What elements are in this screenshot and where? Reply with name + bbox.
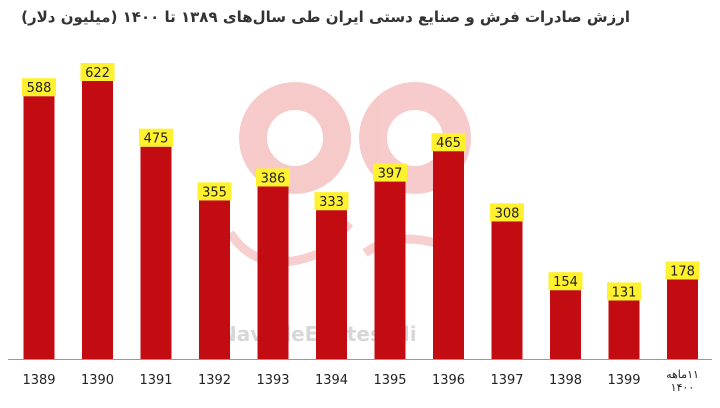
data-label-1: 622 xyxy=(85,66,110,81)
x-tick-label-9: 1398 xyxy=(548,373,583,388)
bar-8 xyxy=(491,221,523,359)
data-label-bg-4 xyxy=(256,168,290,187)
data-label-bg-11 xyxy=(665,261,700,280)
data-label-bg-1 xyxy=(80,62,115,81)
x-tick-label-11: ۱۱ماهه ۱۴۰۰ xyxy=(666,368,699,394)
bar-9 xyxy=(550,290,581,359)
data-label-9: 154 xyxy=(553,275,578,290)
data-label-8: 308 xyxy=(495,206,520,221)
data-label-11: 178 xyxy=(670,264,695,279)
bar-10 xyxy=(608,300,640,359)
bar-5 xyxy=(316,210,347,359)
data-label-bg-10 xyxy=(607,282,641,301)
data-label-bg-2 xyxy=(139,128,173,147)
data-label-5: 333 xyxy=(319,195,344,210)
x-tick-label-7: 1396 xyxy=(431,373,466,388)
data-label-2: 475 xyxy=(144,132,169,147)
chart-title: ارزش صادرات فرش و صنایع دستی ایران طی سا… xyxy=(21,8,630,26)
bar-6 xyxy=(374,181,406,359)
data-label-bg-6 xyxy=(373,163,407,182)
bar-11 xyxy=(667,279,698,359)
x-tick-label-10: 1399 xyxy=(607,373,641,388)
x-tick-label-5: 1394 xyxy=(314,373,349,388)
bar-2 xyxy=(140,146,172,359)
data-label-4: 386 xyxy=(261,171,286,186)
x-tick-label-1: 1390 xyxy=(80,373,115,388)
bar-1 xyxy=(82,80,113,359)
data-label-7: 465 xyxy=(436,136,461,151)
x-tick-label-6: 1395 xyxy=(373,373,407,388)
data-label-0: 588 xyxy=(27,81,52,96)
data-label-bg-8 xyxy=(490,203,524,222)
bar-0 xyxy=(23,96,55,359)
data-label-bg-3 xyxy=(197,182,232,201)
x-tick-label-4: 1393 xyxy=(256,373,290,388)
x-tick-label-0: 1389 xyxy=(22,373,56,388)
data-label-bg-9 xyxy=(548,272,583,291)
bar-4 xyxy=(257,186,289,359)
bar-7 xyxy=(433,151,464,359)
data-label-bg-5 xyxy=(314,192,349,211)
x-tick-label-2: 1391 xyxy=(139,373,173,388)
data-label-bg-0 xyxy=(22,78,56,97)
x-tick-label-3: 1392 xyxy=(197,373,232,388)
x-tick-label-8: 1397 xyxy=(490,373,524,388)
data-label-bg-7 xyxy=(431,133,466,152)
data-label-10: 131 xyxy=(612,285,637,300)
data-label-6: 397 xyxy=(378,167,403,182)
data-label-3: 355 xyxy=(202,185,227,200)
bar-3 xyxy=(199,200,230,359)
